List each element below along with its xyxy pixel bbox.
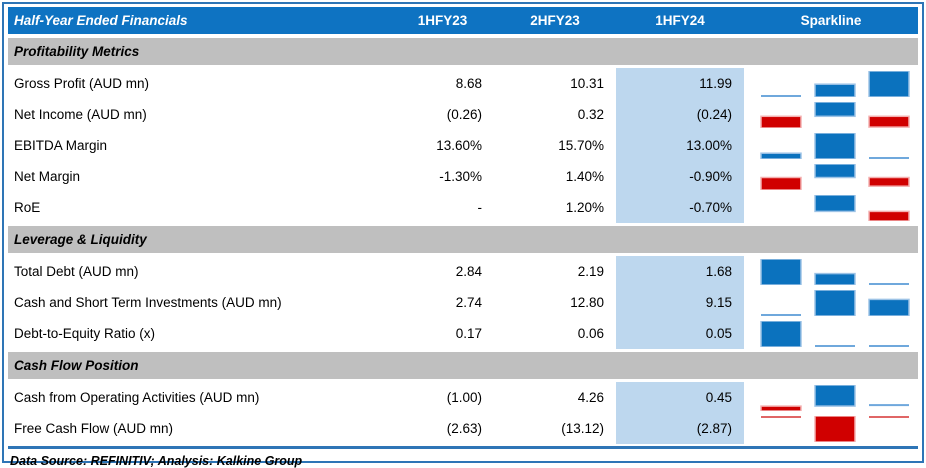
column-header-sparkline: Sparkline [800,13,862,28]
value-cell-1hfy23: 8.68 [455,76,482,91]
sparkline-chart [744,287,918,318]
section-header-profitability-metrics: Profitability Metrics [8,38,918,65]
value-cell-1hfy24: 0.45 [616,382,744,413]
value-cell-2hfy23: 0.06 [577,326,604,341]
table-row: Net Income (AUD mn) (0.26) 0.32 (0.24) [8,99,918,130]
data-source-note: Data Source: REFINITIV; Analysis: Kalkin… [10,454,303,468]
value-cell-2hfy23: 15.70% [558,138,604,153]
row-label: Cash and Short Term Investments (AUD mn) [14,295,282,310]
value-cell-1hfy24: 1.68 [616,256,744,287]
value-cell-1hfy24: 9.15 [616,287,744,318]
section-header-leverage-liquidity: Leverage & Liquidity [8,226,918,253]
sparkline-chart [744,318,918,349]
sparkline-chart [744,413,918,444]
value-cell-2hfy23: 4.26 [577,390,604,405]
table-row: EBITDA Margin 13.60% 15.70% 13.00% [8,130,918,161]
value-cell-1hfy23: 2.74 [455,295,482,310]
value-cell-2hfy23: 1.20% [565,200,604,215]
table-header-row: Half-Year Ended Financials 1HFY23 2HFY23… [8,7,918,34]
row-label: Gross Profit (AUD mn) [14,76,150,91]
sparkline-chart [744,382,918,413]
row-label: Free Cash Flow (AUD mn) [14,421,174,436]
value-cell-2hfy23: 0.32 [577,107,604,122]
value-cell-1hfy24: 0.05 [616,318,744,349]
table-title: Half-Year Ended Financials [14,13,188,28]
table-row: Gross Profit (AUD mn) 8.68 10.31 11.99 [8,68,918,99]
value-cell-1hfy23: 0.17 [455,326,482,341]
column-header-1hfy23: 1HFY23 [417,13,468,28]
value-cell-2hfy23: 2.19 [577,264,604,279]
table-row: RoE - 1.20% -0.70% [8,192,918,223]
sparkline-chart [744,161,918,192]
row-label: Debt-to-Equity Ratio (x) [14,326,156,341]
value-cell-1hfy23: (0.26) [446,107,482,122]
value-cell-1hfy23: - [477,200,483,215]
row-label: Net Income (AUD mn) [14,107,147,122]
table-row: Cash from Operating Activities (AUD mn) (… [8,382,918,413]
section-header-cash-flow-position: Cash Flow Position [8,352,918,379]
value-cell-1hfy23: 2.84 [455,264,482,279]
column-header-2hfy23: 2HFY23 [530,13,580,28]
table-row: Cash and Short Term Investments (AUD mn)… [8,287,918,318]
table-row: Debt-to-Equity Ratio (x) 0.17 0.06 0.05 [8,318,918,349]
value-cell-2hfy23: (13.12) [561,421,604,436]
table-row: Total Debt (AUD mn) 2.84 2.19 1.68 [8,256,918,287]
sparkline-chart [744,192,918,223]
sparkline-chart [744,68,918,99]
table-bottom-rule [8,446,918,449]
value-cell-1hfy24: -0.90% [616,161,744,192]
row-label: Total Debt (AUD mn) [14,264,139,279]
value-cell-1hfy24: -0.70% [616,192,744,223]
value-cell-1hfy23: (2.63) [446,421,482,436]
sparkline-chart [744,256,918,287]
row-label: Net Margin [14,169,81,184]
value-cell-1hfy24: (0.24) [616,99,744,130]
row-label: EBITDA Margin [14,138,108,153]
row-label: Cash from Operating Activities (AUD mn) [14,390,260,405]
value-cell-1hfy23: (1.00) [446,390,482,405]
sparkline-chart [744,99,918,130]
value-cell-1hfy23: -1.30% [439,169,482,184]
value-cell-1hfy23: 13.60% [436,138,482,153]
value-cell-1hfy24: 13.00% [616,130,744,161]
value-cell-2hfy23: 12.80 [570,295,604,310]
value-cell-1hfy24: (2.87) [616,413,744,444]
row-label: RoE [14,200,41,215]
sparkline-chart [744,130,918,161]
value-cell-2hfy23: 10.31 [570,76,604,91]
table-row: Free Cash Flow (AUD mn) (2.63) (13.12) (2.8… [8,413,918,444]
table-body: Profitability Metrics Gross Profit (AUD m… [8,38,918,444]
column-header-1hfy24: 1HFY24 [655,13,705,28]
value-cell-2hfy23: 1.40% [565,169,604,184]
value-cell-1hfy24: 11.99 [616,68,744,99]
table-row: Net Margin -1.30% 1.40% -0.90% [8,161,918,192]
